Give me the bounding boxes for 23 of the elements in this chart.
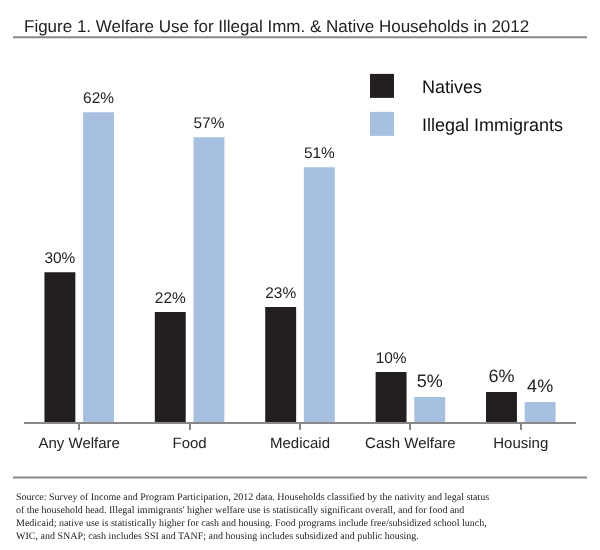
data-label: 10% <box>375 348 407 367</box>
bar <box>486 392 517 422</box>
bar <box>265 307 297 422</box>
bar <box>375 372 407 422</box>
data-label: 30% <box>44 248 76 267</box>
bar <box>193 137 225 422</box>
data-label: 23% <box>265 283 297 302</box>
bar <box>524 402 556 422</box>
data-label: 4% <box>527 376 554 397</box>
data-label: 22% <box>154 288 186 307</box>
bar <box>44 272 76 422</box>
data-label: 57% <box>193 113 225 132</box>
bar <box>414 397 446 422</box>
data-label: 62% <box>83 88 115 107</box>
chart-title: Figure 1. Welfare Use for Illegal Imm. & Native Households in 2012 <box>24 15 530 36</box>
legend-label: Illegal Immigrants <box>422 114 565 135</box>
bar <box>83 112 114 422</box>
data-label: 6% <box>488 366 515 387</box>
data-label: 51% <box>303 143 336 162</box>
data-label: 5% <box>416 371 443 392</box>
bar <box>154 312 186 422</box>
legend-label: Natives <box>422 76 484 97</box>
bar <box>303 167 335 422</box>
